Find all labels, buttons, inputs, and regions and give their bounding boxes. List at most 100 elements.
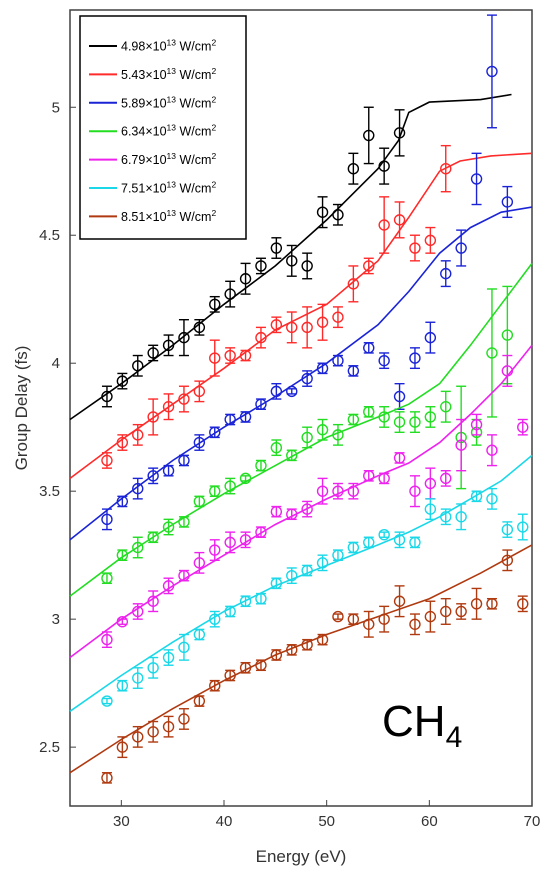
data-point bbox=[424, 331, 437, 344]
x-axis-ticks: 30 40 50 60 70 bbox=[113, 800, 540, 830]
data-point bbox=[162, 521, 175, 533]
legend-box bbox=[79, 15, 247, 240]
data-point bbox=[316, 206, 329, 218]
data-point bbox=[255, 398, 267, 410]
data-point bbox=[332, 354, 344, 367]
data-point bbox=[424, 234, 437, 247]
data-point bbox=[393, 127, 406, 139]
data-point bbox=[147, 595, 159, 607]
y-tick-label: 2.5 bbox=[39, 739, 60, 756]
data-point bbox=[224, 413, 236, 426]
data-point bbox=[455, 439, 467, 451]
data-point bbox=[363, 129, 375, 142]
data-point bbox=[132, 360, 144, 372]
data-point bbox=[316, 424, 329, 436]
data-point bbox=[147, 531, 159, 543]
data-point bbox=[270, 649, 283, 661]
data-point bbox=[178, 516, 190, 528]
data-point bbox=[147, 662, 159, 674]
data-point bbox=[239, 472, 252, 485]
data-point bbox=[224, 669, 236, 682]
data-point bbox=[255, 260, 267, 272]
data-point bbox=[209, 613, 221, 625]
data-point bbox=[162, 339, 175, 351]
legend-label: 5.43×1013 W/cm2 bbox=[121, 66, 216, 82]
data-point bbox=[332, 485, 344, 497]
data-point bbox=[132, 672, 144, 684]
data-point bbox=[332, 429, 344, 441]
data-point bbox=[393, 534, 406, 546]
data-point bbox=[101, 572, 113, 584]
data-point bbox=[286, 449, 298, 462]
data-point bbox=[393, 214, 406, 226]
data-point bbox=[378, 528, 390, 541]
data-point bbox=[116, 436, 129, 449]
data-point bbox=[224, 605, 236, 618]
data-point bbox=[162, 720, 175, 733]
data-point bbox=[209, 544, 221, 556]
legend: 4.98×1013 W/cm2 5.43×1013 W/cm2 5.89×1013 … bbox=[79, 15, 247, 240]
data-point bbox=[486, 444, 498, 456]
data-point bbox=[147, 411, 159, 423]
data-point bbox=[440, 267, 452, 280]
data-point bbox=[255, 526, 267, 538]
data-point bbox=[316, 316, 329, 328]
data-point bbox=[363, 536, 375, 549]
data-point bbox=[347, 613, 360, 625]
data-point bbox=[440, 605, 452, 618]
y-tick-label: 3.5 bbox=[39, 483, 60, 500]
data-point bbox=[316, 633, 329, 646]
fit-line bbox=[69, 206, 533, 541]
data-point bbox=[316, 362, 329, 375]
y-tick-label: 4.5 bbox=[39, 227, 60, 244]
data-point bbox=[301, 431, 313, 444]
data-point bbox=[147, 347, 159, 359]
data-point bbox=[193, 695, 206, 707]
y-tick-label: 5 bbox=[52, 99, 60, 116]
data-point bbox=[286, 255, 298, 267]
data-point bbox=[270, 505, 283, 518]
data-point bbox=[178, 641, 190, 654]
data-point bbox=[501, 365, 514, 377]
data-point bbox=[132, 731, 144, 743]
data-point bbox=[440, 162, 452, 175]
data-point bbox=[193, 436, 206, 449]
data-point bbox=[517, 421, 529, 433]
data-point bbox=[301, 564, 313, 577]
data-point bbox=[255, 331, 267, 344]
x-tick-label: 70 bbox=[524, 813, 541, 830]
data-point bbox=[147, 726, 159, 738]
data-point bbox=[347, 365, 360, 377]
data-point bbox=[517, 598, 529, 610]
data-point bbox=[347, 162, 360, 175]
series-layer bbox=[69, 14, 533, 784]
data-point bbox=[178, 713, 190, 725]
data-point bbox=[224, 480, 236, 492]
fit-line bbox=[69, 93, 512, 421]
data-point bbox=[193, 495, 206, 508]
legend-label: 5.89×1013 W/cm2 bbox=[121, 94, 216, 110]
data-point bbox=[393, 595, 406, 607]
data-point bbox=[193, 385, 206, 398]
legend-label: 7.51×1013 W/cm2 bbox=[121, 180, 216, 196]
data-point bbox=[178, 393, 190, 405]
data-point bbox=[378, 160, 390, 172]
data-point bbox=[286, 508, 298, 520]
data-point bbox=[486, 347, 498, 359]
data-point bbox=[517, 521, 529, 533]
data-point bbox=[239, 411, 252, 423]
data-point bbox=[501, 329, 514, 341]
legend-label: 4.98×1013 W/cm2 bbox=[121, 38, 216, 54]
data-point bbox=[209, 426, 221, 439]
molecule-annotation: CH4 bbox=[382, 697, 462, 754]
data-point bbox=[147, 470, 159, 482]
data-point bbox=[378, 219, 390, 231]
legend-label: 6.79×1013 W/cm2 bbox=[121, 151, 216, 167]
data-point bbox=[101, 454, 113, 467]
series-group bbox=[69, 14, 533, 541]
fit-line bbox=[69, 344, 533, 659]
data-point bbox=[316, 557, 329, 569]
annotation-base: CH bbox=[382, 697, 446, 746]
data-point bbox=[455, 242, 467, 254]
